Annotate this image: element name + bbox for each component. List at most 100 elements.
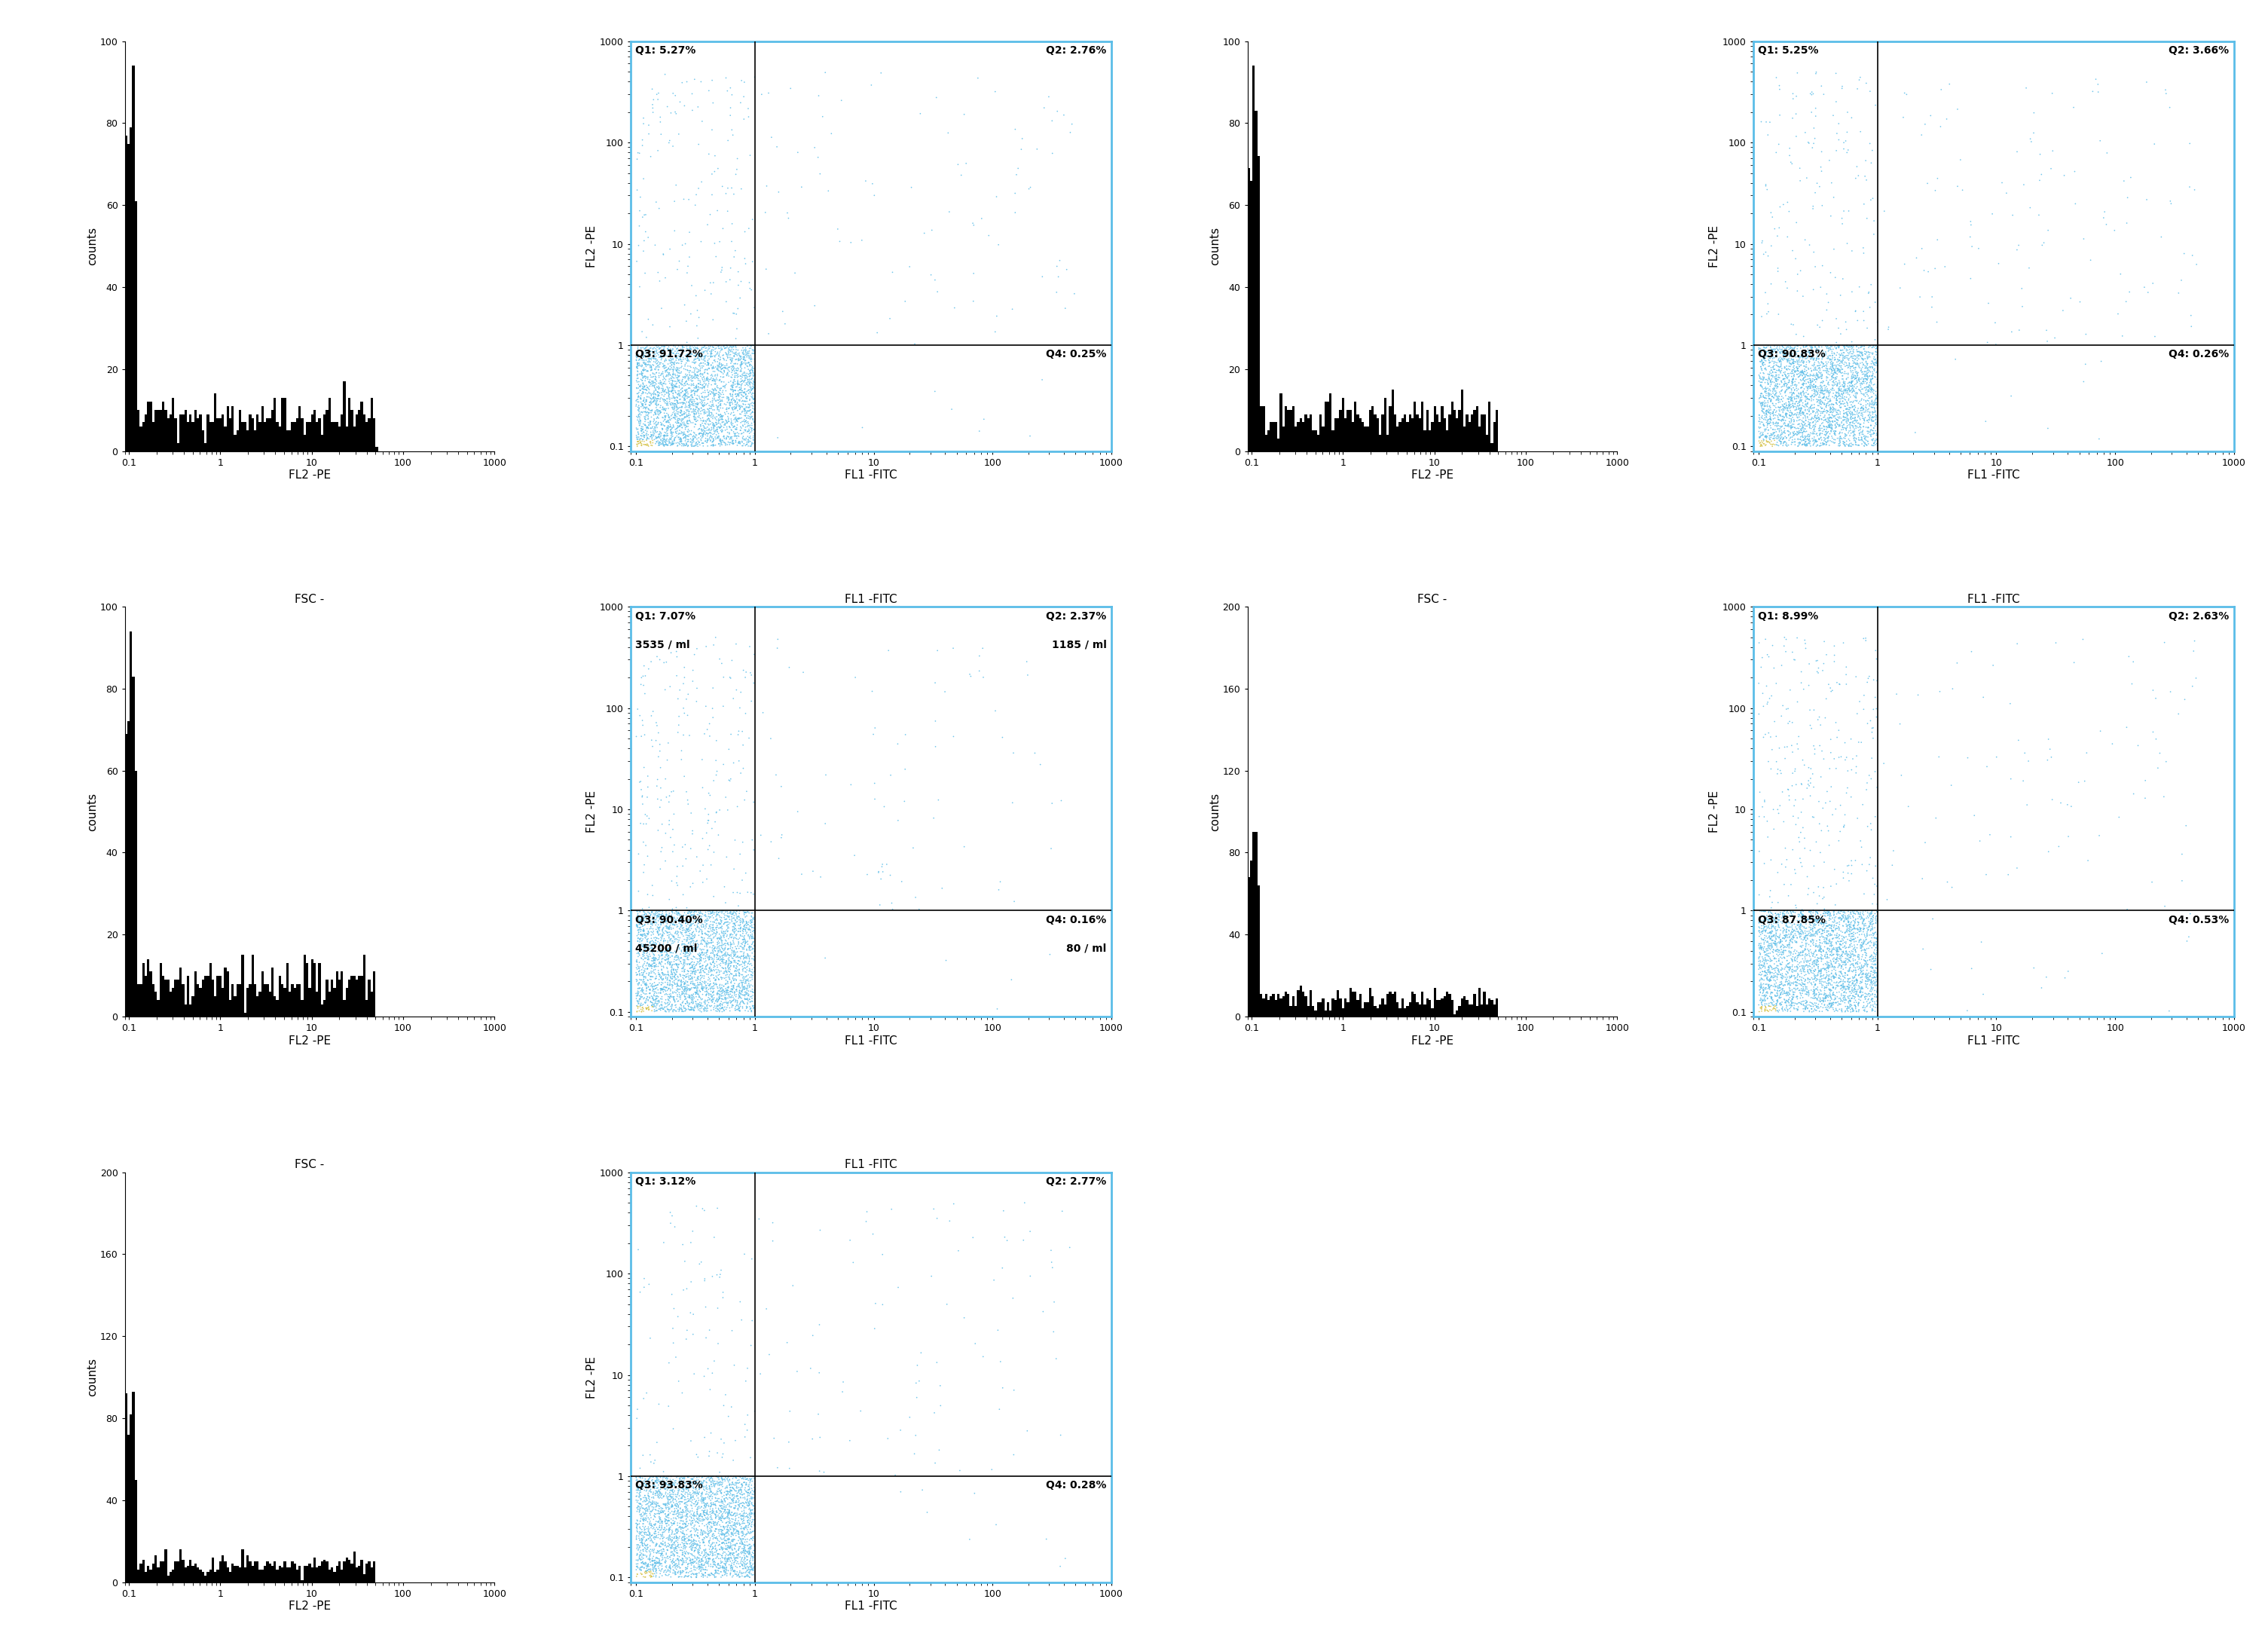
Point <box>683 938 719 964</box>
Point <box>721 906 758 933</box>
Point <box>1783 387 1819 414</box>
Point <box>658 864 694 890</box>
Point <box>644 926 680 953</box>
Point <box>676 1547 712 1574</box>
Point <box>1036 1318 1073 1345</box>
Point <box>1783 901 1819 928</box>
Point <box>1765 407 1801 433</box>
Point <box>642 1501 678 1528</box>
Point <box>646 1544 683 1571</box>
Point <box>1839 351 1876 377</box>
Point <box>1799 921 1835 948</box>
Point <box>1755 356 1792 382</box>
Point <box>1765 976 1801 1002</box>
Point <box>1821 928 1857 954</box>
Point <box>717 1519 753 1546</box>
Bar <box>1431 422 1433 452</box>
Point <box>692 338 728 364</box>
Point <box>674 953 710 979</box>
Point <box>694 412 730 438</box>
Point <box>640 1552 676 1579</box>
Point <box>1814 936 1851 962</box>
Point <box>1778 344 1814 371</box>
Point <box>733 1496 769 1523</box>
Point <box>671 392 708 419</box>
Point <box>1857 351 1894 377</box>
Point <box>1796 971 1833 997</box>
Point <box>671 946 708 972</box>
Point <box>726 1534 762 1561</box>
Point <box>626 911 662 938</box>
Point <box>1844 339 1880 366</box>
Point <box>653 392 689 419</box>
Point <box>1758 343 1794 369</box>
Point <box>728 364 764 391</box>
Point <box>653 1543 689 1569</box>
Point <box>640 379 676 405</box>
Point <box>642 1547 678 1574</box>
Point <box>1839 990 1876 1017</box>
Point <box>628 1500 665 1526</box>
Point <box>723 1472 760 1498</box>
Point <box>626 344 662 371</box>
Point <box>1842 944 1878 971</box>
Point <box>735 931 771 957</box>
Point <box>1783 381 1819 407</box>
Point <box>676 984 712 1010</box>
Point <box>1776 407 1812 433</box>
Point <box>703 1505 739 1531</box>
Point <box>642 1541 678 1567</box>
Point <box>683 951 719 977</box>
Point <box>1857 964 1894 990</box>
Point <box>1803 377 1839 404</box>
Point <box>733 1551 769 1577</box>
Point <box>714 1486 751 1513</box>
Point <box>685 926 721 953</box>
Point <box>624 381 660 407</box>
Bar <box>1277 994 1279 1017</box>
Point <box>1792 339 1828 366</box>
Bar <box>315 1567 318 1582</box>
Point <box>624 707 660 733</box>
Point <box>633 901 669 928</box>
Point <box>708 939 744 966</box>
Point <box>680 396 717 422</box>
Bar <box>1377 1009 1379 1017</box>
Point <box>1774 946 1810 972</box>
Point <box>694 181 730 208</box>
Point <box>633 346 669 372</box>
Point <box>733 997 769 1023</box>
Point <box>676 400 712 427</box>
Point <box>1796 982 1833 1009</box>
Point <box>1799 420 1835 447</box>
Point <box>710 974 746 1000</box>
Point <box>680 391 717 417</box>
Point <box>726 1468 762 1495</box>
Point <box>1774 415 1810 442</box>
Point <box>717 939 753 966</box>
Point <box>1794 994 1830 1020</box>
Point <box>1842 689 1878 715</box>
Point <box>896 331 932 358</box>
Point <box>631 994 667 1020</box>
Point <box>1742 414 1778 440</box>
Point <box>678 906 714 933</box>
Point <box>1746 905 1783 931</box>
Point <box>665 1519 701 1546</box>
Point <box>665 344 701 371</box>
Point <box>689 1523 726 1549</box>
Point <box>1794 346 1830 372</box>
Point <box>708 1556 744 1582</box>
Point <box>1817 412 1853 438</box>
Point <box>708 1505 744 1531</box>
Point <box>1742 348 1778 374</box>
Point <box>1771 908 1808 934</box>
Point <box>621 933 658 959</box>
Point <box>674 300 710 326</box>
Point <box>1848 348 1885 374</box>
Point <box>1780 410 1817 437</box>
Point <box>1839 898 1876 925</box>
Point <box>964 634 1000 661</box>
Point <box>687 368 723 394</box>
Point <box>1833 333 1869 359</box>
